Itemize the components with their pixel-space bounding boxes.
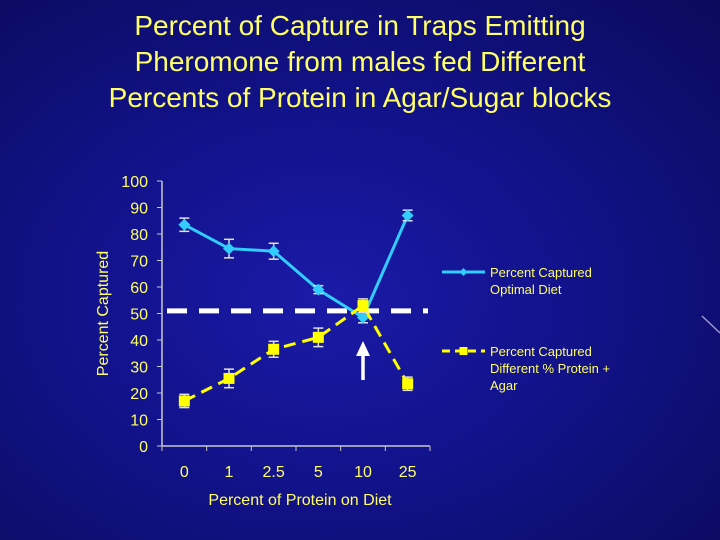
legend-marker-square: [459, 347, 468, 355]
y-tick-label: 30: [130, 360, 148, 377]
x-tick-label: 2.5: [263, 464, 285, 481]
y-tick-label: 10: [130, 413, 148, 430]
slide-title: Percent of Capture in Traps Emitting Phe…: [0, 8, 720, 116]
data-point-diamond: [357, 311, 369, 324]
x-axis-title: Percent of Protein on Diet: [208, 492, 392, 509]
legend-label: Percent Captured: [490, 344, 592, 359]
data-point-square: [178, 395, 190, 407]
series-line-1: [183, 214, 410, 320]
x-tick-label: 0: [180, 464, 189, 481]
data-point-diamond: [312, 283, 325, 296]
data-point-square: [312, 331, 324, 343]
data-point-diamond: [267, 245, 280, 258]
y-tick-label: 90: [130, 201, 148, 218]
series-line-2: [183, 303, 409, 403]
legend-label: Agar: [490, 378, 518, 393]
data-point-diamond: [178, 218, 191, 231]
chart-axes: 0 10 20 30 40 50 60 70 80 90 100 0 1 2.5 5 10 25: [121, 174, 431, 481]
y-tick-label: 80: [130, 227, 148, 244]
data-point-diamond: [401, 209, 414, 222]
data-point-diamond: [223, 242, 235, 255]
y-tick-label: 50: [130, 307, 148, 324]
annotation-arrow-head: [356, 341, 370, 356]
legend: Percent Captured Optimal Diet Percent Capt…: [442, 265, 610, 393]
title-line-2: Pheromone from males fed Different: [134, 46, 586, 77]
legend-label: Optimal Diet: [490, 282, 562, 297]
legend-marker-diamond: [459, 268, 468, 276]
y-tick-label: 40: [130, 333, 148, 350]
title-line-1: Percent of Capture in Traps Emitting: [134, 10, 586, 41]
y-tick-label: 60: [130, 280, 148, 297]
y-axis-title: Percent Captured: [95, 251, 112, 376]
data-point-square: [402, 378, 414, 390]
y-tick-label: 100: [121, 174, 148, 191]
x-tick-label: 1: [225, 464, 234, 481]
data-point-square: [223, 372, 235, 384]
legend-label: Different % Protein +: [490, 361, 610, 376]
x-tick-label: 10: [354, 464, 372, 481]
decorative-edge-line: [701, 315, 720, 334]
y-tick-label: 0: [139, 439, 148, 456]
data-point-square: [357, 300, 369, 312]
x-tick-label: 5: [314, 464, 323, 481]
y-tick-label: 70: [130, 254, 148, 271]
legend-label: Percent Captured: [490, 265, 592, 280]
x-tick-label: 25: [399, 464, 417, 481]
data-point-square: [268, 343, 280, 355]
series-group: [178, 209, 414, 409]
title-line-3: Percents of Protein in Agar/Sugar blocks: [108, 82, 612, 113]
y-tick-label: 20: [130, 386, 148, 403]
